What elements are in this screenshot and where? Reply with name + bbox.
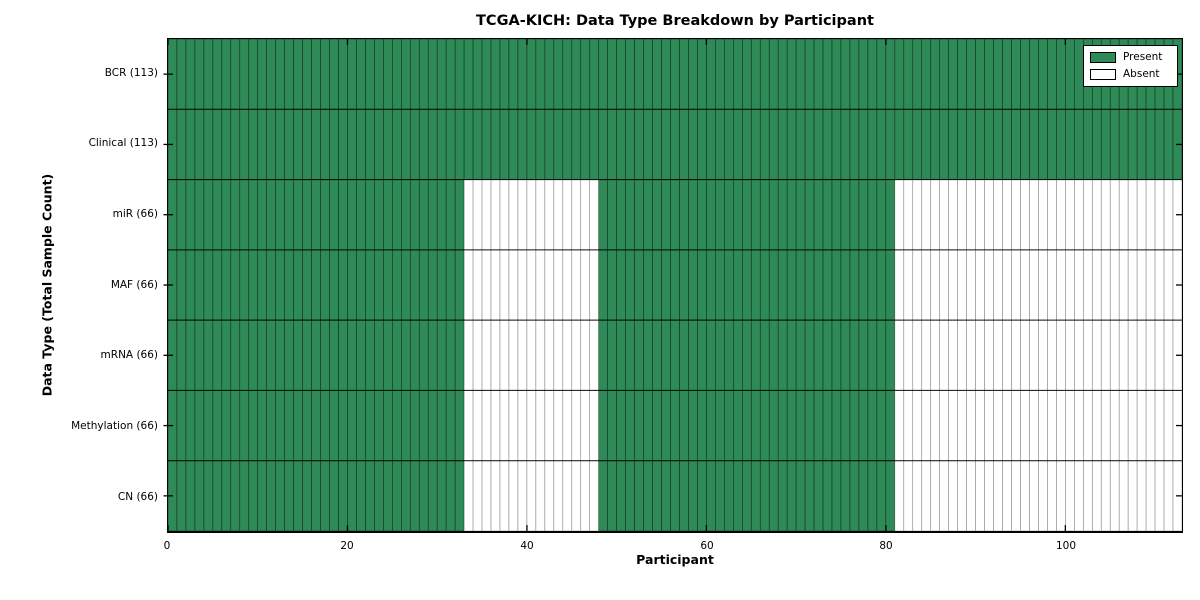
x-tick-label-20: 20	[340, 540, 354, 552]
present-swatch-icon	[1090, 52, 1116, 63]
legend: Present Absent	[1083, 45, 1178, 87]
legend-item-absent: Absent	[1090, 68, 1171, 81]
y-tick-label-methylation: Methylation (66)	[71, 420, 158, 432]
chart-title: TCGA-KICH: Data Type Breakdown by Partic…	[476, 13, 874, 29]
y-tick-label-maf: MAF (66)	[110, 279, 158, 291]
x-tick-label-60: 60	[700, 540, 714, 552]
x-axis-label: Participant	[636, 552, 714, 567]
y-tick-label-clinical: Clinical (113)	[88, 137, 158, 149]
x-tick-label-0: 0	[163, 540, 171, 552]
legend-label-present: Present	[1123, 51, 1163, 63]
legend-item-present: Present	[1090, 51, 1171, 64]
plot-area	[163, 38, 1183, 533]
y-tick-label-mir: miR (66)	[112, 208, 158, 220]
absent-swatch-icon	[1090, 69, 1116, 80]
x-tick-label-40: 40	[520, 540, 534, 552]
x-tick-label-80: 80	[879, 540, 893, 552]
legend-label-absent: Absent	[1123, 68, 1160, 80]
y-tick-label-bcr: BCR (113)	[104, 67, 158, 79]
heatmap-svg	[163, 38, 1183, 532]
x-tick-label-100: 100	[1055, 540, 1077, 552]
y-tick-label-cn: CN (66)	[117, 491, 158, 503]
y-tick-label-mrna: mRNA (66)	[100, 349, 158, 361]
